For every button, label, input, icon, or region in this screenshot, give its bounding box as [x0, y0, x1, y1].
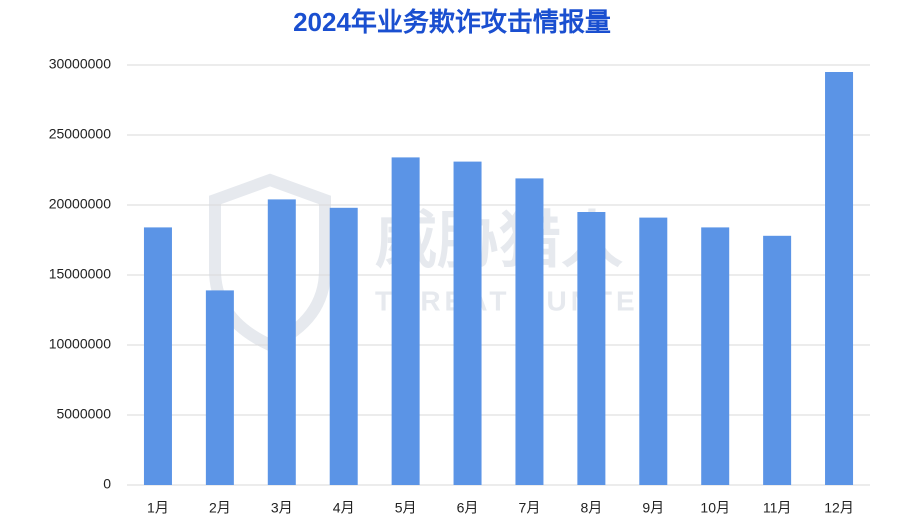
y-tick-label: 20000000: [49, 196, 112, 212]
bar: [763, 235, 792, 485]
x-tick-label: 12月: [824, 500, 854, 516]
chart-title: 2024年业务欺诈攻击情报量: [293, 7, 611, 37]
x-tick-label: 11月: [763, 500, 792, 516]
y-tick-label: 15000000: [49, 266, 112, 282]
y-tick-label: 25000000: [49, 126, 112, 142]
bar: [825, 72, 854, 485]
bar: [205, 290, 234, 485]
x-tick-label: 6月: [457, 500, 479, 516]
x-tick-label: 9月: [642, 500, 664, 516]
x-tick-label: 8月: [580, 500, 602, 516]
y-tick-label: 10000000: [49, 336, 112, 352]
x-tick-label: 3月: [271, 500, 293, 516]
x-tick-label: 10月: [700, 500, 730, 516]
x-tick-label: 4月: [333, 500, 355, 516]
bar: [701, 227, 730, 485]
x-tick-label: 1月: [147, 500, 169, 516]
bar: [639, 217, 668, 485]
x-tick-label: 5月: [395, 500, 417, 516]
y-tick-label: 5000000: [56, 406, 111, 422]
bar: [391, 157, 420, 485]
x-tick-label: 2月: [209, 500, 231, 516]
bar: [515, 178, 544, 485]
bar: [329, 207, 358, 486]
x-tick-label: 7月: [519, 500, 541, 516]
y-tick-label: 30000000: [49, 56, 112, 72]
bar: [577, 212, 606, 485]
y-tick-label: 0: [103, 476, 111, 492]
bar: [453, 161, 482, 485]
bar: [267, 199, 296, 485]
bar: [143, 227, 172, 485]
